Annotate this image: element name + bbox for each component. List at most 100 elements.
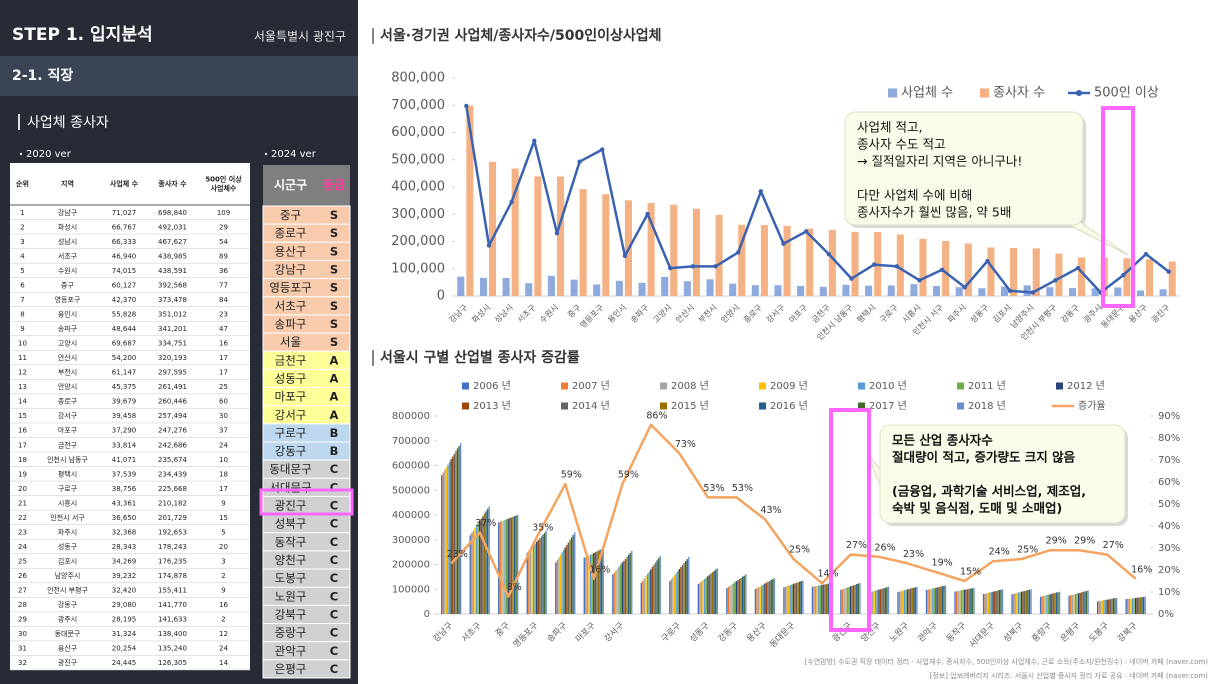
- table-label: 2020 ver: [26, 149, 72, 160]
- bar: [547, 275, 555, 296]
- bar: [854, 584, 856, 614]
- cell: 235,674: [158, 456, 187, 464]
- bar: [900, 591, 902, 614]
- bar: [876, 589, 879, 614]
- bar: [756, 588, 758, 614]
- note-text: → 질적일자리 지역은 아니구나!: [857, 154, 1022, 169]
- cell: 7: [20, 296, 24, 304]
- bar: [963, 589, 966, 614]
- bar: [502, 520, 505, 614]
- bar: [1044, 595, 1047, 614]
- bar: [960, 590, 963, 614]
- bar: [670, 579, 673, 614]
- bar: [954, 591, 956, 614]
- x-tick-label: 성북구: [1002, 621, 1026, 645]
- bar: [955, 287, 963, 296]
- region: 중랑구: [275, 626, 307, 640]
- bar: [516, 515, 519, 614]
- data-label: 14%: [817, 569, 838, 580]
- cell: 3: [221, 558, 225, 566]
- grade: A: [330, 408, 339, 422]
- y-tick-label: 400000: [392, 510, 430, 521]
- bar: [540, 536, 543, 614]
- cell: 용인시: [58, 309, 77, 318]
- cell: 강서구: [58, 411, 78, 420]
- bar: [879, 589, 882, 614]
- bar: [887, 285, 895, 296]
- bar: [656, 560, 658, 614]
- cell: 2: [221, 572, 225, 580]
- x-tick-label: 영등포구: [511, 620, 541, 650]
- y2-tick-label: 90%: [1158, 411, 1180, 422]
- legend-label: 2015 년: [671, 400, 709, 412]
- bar: [757, 587, 760, 614]
- bar: [878, 589, 880, 614]
- bar: [729, 585, 731, 614]
- bar: [498, 522, 500, 614]
- x-tick-label: 구로구: [878, 303, 900, 325]
- cell: 225,668: [158, 485, 187, 493]
- legend-swatch: [561, 382, 568, 390]
- cell: 부천시: [58, 368, 77, 377]
- cell: 351,012: [158, 310, 187, 318]
- cell: 698,840: [158, 209, 187, 217]
- cell: 48,644: [112, 325, 137, 333]
- x-tick-label: 중랑구: [1030, 620, 1054, 644]
- cell: 341,201: [158, 325, 187, 333]
- bar: [640, 582, 643, 614]
- bar: [916, 586, 918, 614]
- cell: 16: [219, 340, 228, 348]
- cell: 30: [219, 412, 228, 420]
- bar: [1077, 593, 1080, 614]
- bar: [1010, 247, 1018, 296]
- cell: 84: [219, 296, 228, 304]
- bar: [1068, 288, 1077, 296]
- note-text: 다만 사업체 수에 비해: [857, 188, 972, 203]
- cell: 23: [219, 310, 228, 318]
- bar: [955, 591, 958, 614]
- bar: [1114, 598, 1116, 614]
- cell: 24: [219, 441, 228, 449]
- bar: [738, 578, 741, 614]
- bar: [594, 552, 597, 614]
- bar: [469, 535, 471, 614]
- legend-label: 2012 년: [1067, 380, 1105, 392]
- grade: C: [330, 553, 338, 567]
- region: 종로구: [275, 226, 307, 240]
- legend-swatch: [957, 402, 964, 410]
- bar: [457, 276, 465, 296]
- column-header: 등급: [323, 178, 345, 192]
- data-label: 16%: [589, 564, 610, 575]
- x-tick-label: 강서구: [602, 620, 626, 644]
- bar: [997, 590, 999, 614]
- bar: [574, 532, 576, 614]
- cell: 20: [219, 543, 228, 551]
- cell: 320,193: [158, 354, 187, 362]
- cell: 36,650: [112, 514, 137, 522]
- region: 양천구: [275, 553, 307, 567]
- bar: [1016, 592, 1018, 614]
- x-tick-label: 부천시: [696, 302, 719, 325]
- x-tick-label: 강남구: [431, 620, 455, 644]
- cell: 인천시 남동구: [47, 455, 88, 464]
- cell: 260,446: [158, 398, 187, 406]
- cell: 492,031: [158, 223, 187, 231]
- line-point: [871, 262, 877, 267]
- bar: [710, 573, 712, 614]
- bar: [938, 587, 940, 614]
- bar: [905, 589, 907, 614]
- bar: [1136, 597, 1138, 614]
- y-tick-label: 300,000: [391, 207, 445, 222]
- bar: [599, 549, 601, 614]
- bar: [738, 224, 746, 296]
- y2-tick-label: 80%: [1158, 433, 1180, 444]
- cell: 138,400: [158, 630, 187, 638]
- cell: 39,232: [112, 572, 137, 580]
- bar: [1046, 594, 1048, 614]
- cell: 34,269: [112, 558, 137, 566]
- cell: 김포시: [58, 558, 77, 566]
- line-point: [1053, 278, 1058, 283]
- bar: [783, 587, 785, 614]
- cell: 22: [18, 514, 27, 522]
- bar: [848, 587, 850, 614]
